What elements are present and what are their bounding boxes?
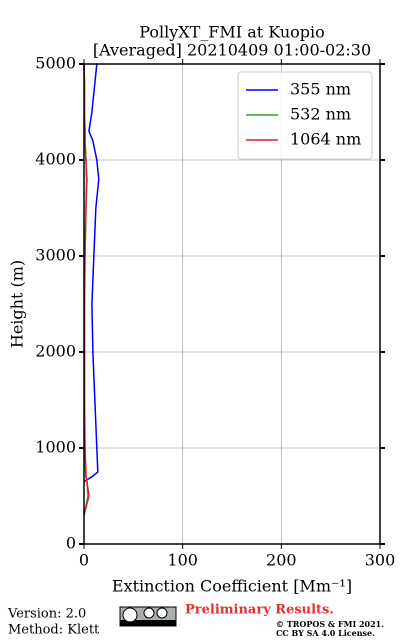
license: CC BY SA 4.0 License. [276, 628, 375, 638]
y-tick-label: 3000 [35, 246, 76, 265]
legend-label: 1064 nm [290, 130, 361, 149]
x-axis-label: Extinction Coefficient [Mm⁻¹] [112, 577, 352, 596]
chart-title: PollyXT_FMI at Kuopio [139, 23, 325, 42]
legend-label: 355 nm [290, 80, 351, 99]
y-tick-label: 5000 [35, 54, 76, 73]
x-tick-label: 300 [365, 551, 396, 570]
legend-label: 532 nm [290, 105, 351, 124]
method: Method: Klett [8, 623, 100, 638]
series-line [83, 63, 100, 483]
plot-frame [83, 63, 381, 545]
cc-badge [119, 606, 177, 627]
x-tick-label: 200 [266, 551, 297, 570]
y-axis-label: Height (m) [8, 260, 27, 348]
x-tick-label: 100 [167, 551, 198, 570]
copyright: © TROPOS & FMI 2021. [276, 619, 384, 629]
chart-subtitle: [Averaged] 20210409 01:00-02:30 [93, 41, 371, 60]
legend-box [237, 71, 373, 160]
x-tick-label: 0 [79, 551, 89, 570]
y-tick-label: 0 [66, 534, 76, 553]
y-tick-label: 4000 [35, 150, 76, 169]
y-tick-label: 2000 [35, 342, 76, 361]
y-tick-label: 1000 [35, 438, 76, 457]
preliminary-note: Preliminary Results. [185, 603, 334, 618]
version: Version: 2.0 [7, 607, 86, 622]
